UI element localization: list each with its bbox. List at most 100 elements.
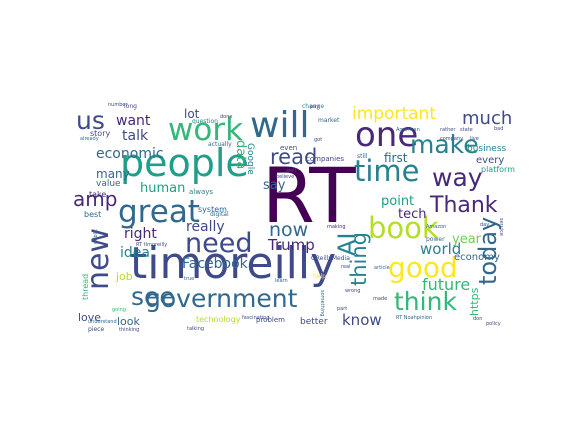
word-service: service bbox=[498, 218, 504, 236]
word-pay: pay bbox=[310, 104, 319, 110]
word-business: business bbox=[467, 144, 507, 154]
word-going: going bbox=[112, 307, 126, 313]
word-job: job bbox=[115, 270, 133, 283]
word-economic: economic bbox=[96, 146, 164, 162]
word-talk: talk bbox=[122, 128, 149, 144]
word-problem: problem bbox=[256, 316, 285, 324]
word-making: making bbox=[327, 224, 346, 230]
word-number: number bbox=[108, 102, 128, 108]
word-tech: tech bbox=[398, 207, 426, 222]
word-rt-noahpinion: RT Noahpinion bbox=[396, 315, 432, 321]
word-world: world bbox=[420, 240, 461, 258]
word-wrong: wrong bbox=[345, 288, 360, 294]
word-way: way bbox=[432, 163, 483, 192]
word-need: need bbox=[185, 228, 252, 259]
word-platform: platform bbox=[481, 165, 515, 174]
word-thank: Thank bbox=[429, 193, 498, 218]
word-bad: bad bbox=[494, 126, 503, 132]
word-future: future bbox=[422, 275, 470, 294]
word-learn: learn bbox=[275, 278, 288, 284]
word-rather: rather bbox=[440, 127, 456, 133]
word-work: work bbox=[168, 112, 243, 148]
word-policy: policy bbox=[486, 321, 501, 327]
word-day: day bbox=[480, 222, 489, 228]
word-public: public bbox=[93, 229, 99, 244]
word-digital: digital bbox=[210, 211, 229, 218]
word-think: think bbox=[394, 287, 457, 316]
word-human: human bbox=[140, 181, 185, 196]
word-system: system bbox=[198, 205, 227, 214]
word-company: company bbox=[440, 136, 463, 142]
word-live: live bbox=[470, 136, 479, 142]
word-real: real bbox=[341, 264, 350, 270]
word-always: always bbox=[189, 188, 213, 196]
word-idea: idea bbox=[120, 245, 150, 261]
word-thing: thing bbox=[347, 232, 371, 286]
word-us: us bbox=[76, 106, 105, 135]
word-people: people bbox=[120, 141, 249, 185]
word-timoreilly: timoreilly bbox=[130, 238, 336, 289]
word-now: now bbox=[269, 219, 308, 241]
word-better: better bbox=[300, 317, 328, 327]
word-take: take bbox=[89, 190, 106, 199]
word-one: one bbox=[355, 115, 418, 155]
word-ai: AI bbox=[333, 233, 361, 257]
word-https: https bbox=[468, 287, 481, 316]
word-thinking: thinking bbox=[119, 327, 139, 333]
word-part: part bbox=[337, 306, 347, 312]
word-companies: companies bbox=[306, 155, 344, 163]
word-trump: Trump bbox=[267, 236, 315, 254]
word-good: good bbox=[388, 251, 458, 284]
word-believe: believe bbox=[276, 174, 294, 180]
word-look: look bbox=[117, 315, 141, 328]
word-already: already bbox=[80, 136, 99, 142]
word-many: many bbox=[96, 167, 130, 181]
word-important: important bbox=[352, 104, 436, 124]
word-google: Google bbox=[245, 143, 255, 175]
word-rt-timoreilly: RT timoreilly bbox=[136, 242, 167, 248]
word-see: see bbox=[131, 282, 175, 311]
word-technology: technology bbox=[196, 315, 241, 324]
word-made: made bbox=[373, 296, 387, 302]
word-actually: actually bbox=[208, 141, 232, 148]
word-economy: economy bbox=[454, 252, 500, 263]
word-will: will bbox=[250, 105, 309, 146]
word-new: new bbox=[81, 228, 116, 290]
word-piece: piece bbox=[88, 326, 104, 333]
word-government: government bbox=[145, 284, 298, 313]
word-lot: lot bbox=[184, 107, 200, 121]
word-love: love bbox=[78, 311, 101, 324]
word-understand: understand bbox=[88, 319, 117, 325]
word-know: know bbox=[342, 311, 382, 329]
word-thread: thread bbox=[81, 274, 90, 300]
word-something: something bbox=[319, 290, 325, 316]
word-best: best bbox=[84, 210, 101, 219]
word-well: well bbox=[286, 168, 296, 174]
word-even: even bbox=[280, 144, 297, 152]
word-first: first bbox=[384, 151, 408, 165]
word-done: done bbox=[220, 114, 232, 120]
word-really: really bbox=[186, 219, 225, 235]
word-want: want bbox=[116, 113, 151, 129]
word-true: true bbox=[184, 276, 194, 282]
word-fascinating: fascinating bbox=[242, 315, 270, 321]
word-still: still bbox=[357, 153, 368, 160]
word-help: help bbox=[313, 273, 326, 280]
word-year: year bbox=[452, 232, 482, 247]
word-value: value bbox=[96, 179, 121, 189]
word-american: American bbox=[396, 127, 420, 133]
word-story: story bbox=[90, 129, 110, 138]
word-amazon: Amazon bbox=[426, 224, 446, 230]
word-every: every bbox=[476, 155, 504, 166]
word-long: long bbox=[124, 103, 137, 110]
word-question: question bbox=[192, 118, 218, 125]
word-today: today bbox=[474, 217, 502, 285]
word-much: much bbox=[462, 108, 512, 129]
word-talking: talking bbox=[187, 326, 204, 332]
word-point: point bbox=[381, 194, 414, 209]
word-don: don bbox=[473, 316, 482, 322]
word-state: state bbox=[460, 127, 473, 133]
word-facebook: Facebook bbox=[182, 256, 249, 272]
word-got: got bbox=[314, 137, 322, 143]
